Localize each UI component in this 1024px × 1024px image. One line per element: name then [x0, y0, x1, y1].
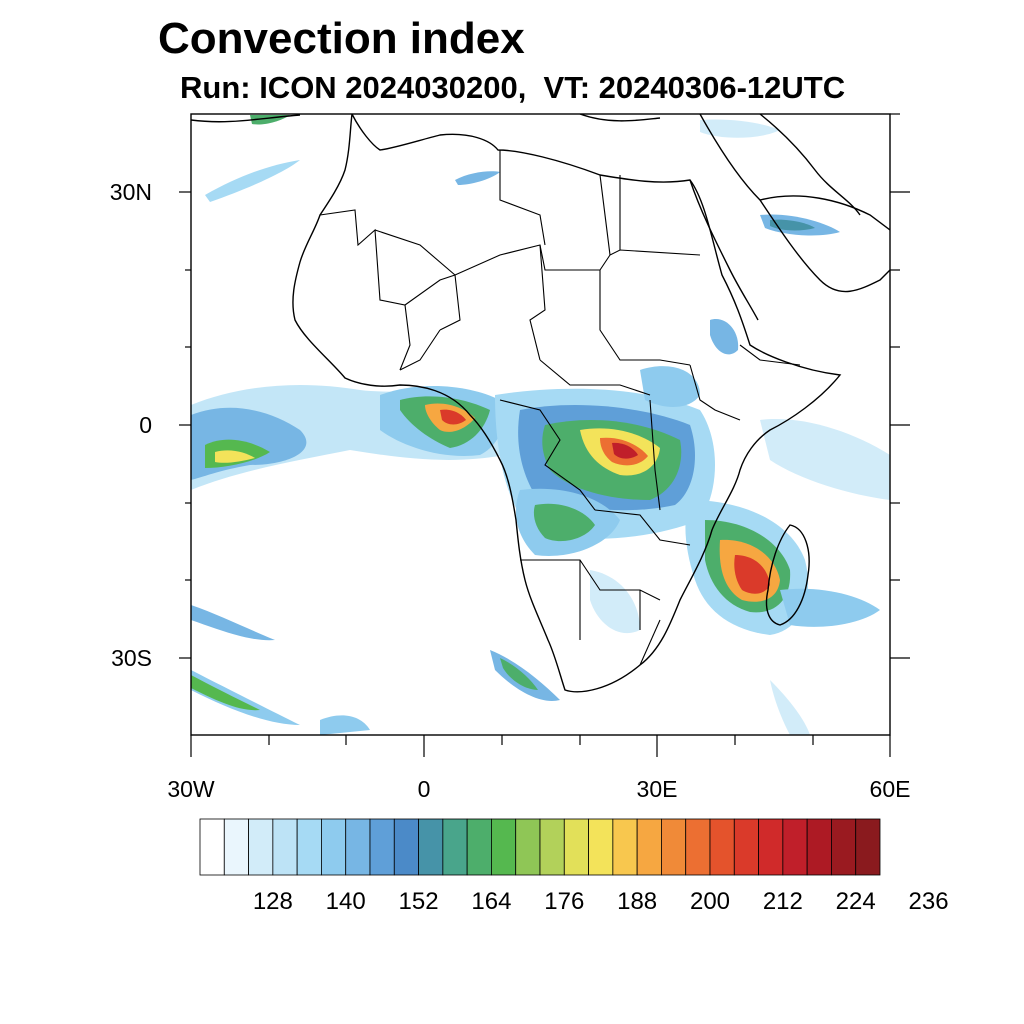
colorbar-swatch	[466, 818, 492, 876]
colorbar-swatch	[661, 818, 687, 876]
y-tick-30n: 30N	[109, 179, 152, 205]
colorbar-swatch	[855, 818, 881, 876]
arabia-coastline	[699, 114, 890, 293]
axis-ticks	[179, 113, 910, 757]
colorbar-label: 164	[471, 888, 512, 915]
colorbar-swatch	[199, 818, 225, 876]
y-tick-30s: 30S	[111, 645, 152, 671]
x-tick-60e: 60E	[869, 776, 911, 802]
colorbar-swatch	[515, 818, 541, 876]
x-tick-0: 0	[417, 776, 431, 802]
colorbar-swatch	[442, 818, 468, 876]
colorbar-swatch	[539, 818, 565, 876]
country-borders	[319, 150, 801, 666]
colorbar-label: 188	[617, 888, 658, 915]
colorbar-label: 200	[689, 888, 731, 915]
colorbar-label: 224	[835, 888, 876, 915]
x-tick-30w: 30W	[167, 776, 215, 802]
colorbar	[199, 818, 881, 876]
madagascar-coastline	[765, 524, 810, 626]
colorbar-swatch	[563, 818, 589, 876]
colorbar-swatch	[709, 818, 735, 876]
colorbar-swatch	[345, 818, 371, 876]
colorbar-swatch	[806, 818, 832, 876]
colorbar-swatch	[369, 818, 395, 876]
colorbar-swatch	[612, 818, 638, 876]
colorbar-swatch	[491, 818, 517, 876]
y-tick-0: 0	[139, 412, 152, 438]
colorbar-swatch	[588, 818, 614, 876]
map-subtitle: Run: ICON 2024030200, VT: 20240306-12UTC	[180, 70, 846, 105]
colorbar-swatch	[685, 818, 711, 876]
colorbar-label: 176	[544, 888, 585, 915]
colorbar-label: 236	[908, 888, 949, 915]
colorbar-label: 152	[398, 888, 439, 915]
colorbar-swatch	[831, 818, 857, 876]
colorbar-label: 128	[252, 888, 293, 915]
colorbar-swatch	[223, 818, 249, 876]
colorbar-label: 212	[762, 888, 803, 915]
x-tick-30e: 30E	[636, 776, 678, 802]
colorbar-swatch	[636, 818, 662, 876]
colorbar-swatch	[272, 818, 298, 876]
colorbar-swatch	[758, 818, 784, 876]
colorbar-swatch	[248, 818, 274, 876]
colorbar-swatch	[782, 818, 808, 876]
convection-field	[191, 115, 890, 735]
colorbar-label: 140	[325, 888, 366, 915]
map-title: Convection index	[158, 14, 525, 63]
colorbar-swatch	[418, 818, 444, 876]
colorbar-swatch	[321, 818, 347, 876]
colorbar-swatch	[733, 818, 759, 876]
colorbar-swatch	[393, 818, 419, 876]
colorbar-swatch	[296, 818, 322, 876]
